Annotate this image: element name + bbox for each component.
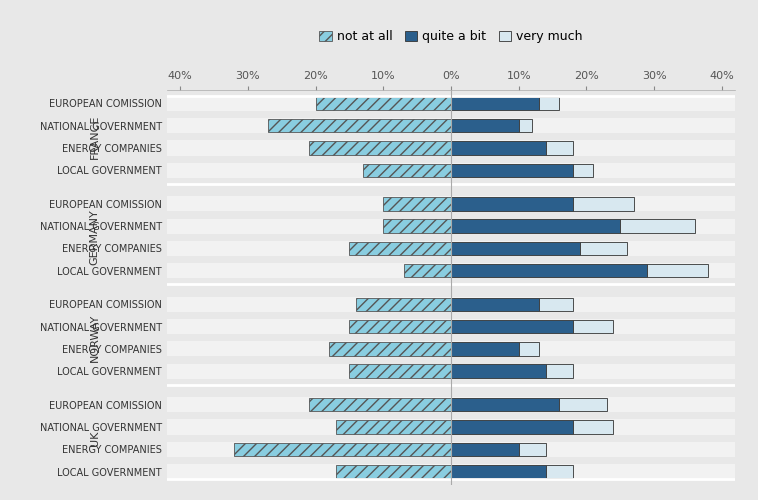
Bar <box>363 164 451 177</box>
Bar <box>546 142 573 154</box>
Bar <box>580 242 627 255</box>
Bar <box>349 364 451 378</box>
Bar <box>647 264 708 278</box>
Bar <box>167 263 735 278</box>
Bar <box>356 298 451 311</box>
Bar <box>451 96 539 110</box>
Bar <box>336 465 451 478</box>
Bar <box>451 197 573 210</box>
Bar <box>167 96 735 111</box>
Bar <box>167 342 735 356</box>
Bar <box>167 397 735 412</box>
Bar <box>451 242 580 255</box>
Bar <box>349 242 451 255</box>
Bar <box>336 420 451 434</box>
Bar <box>167 241 735 256</box>
Bar <box>451 220 620 233</box>
Bar <box>620 220 694 233</box>
Bar <box>451 119 518 132</box>
Bar <box>451 364 546 378</box>
Bar <box>451 164 573 177</box>
Bar <box>384 197 451 210</box>
Bar <box>451 264 647 278</box>
Bar <box>403 264 451 278</box>
Bar <box>309 142 451 154</box>
Bar <box>384 220 451 233</box>
Bar <box>167 442 735 457</box>
Bar <box>167 218 735 234</box>
Bar <box>546 465 573 478</box>
Bar <box>518 342 539 355</box>
Bar <box>329 342 451 355</box>
Bar <box>167 464 735 479</box>
Bar <box>559 398 606 411</box>
Bar <box>573 164 593 177</box>
Bar <box>451 442 518 456</box>
Bar <box>167 319 735 334</box>
Bar <box>573 320 613 333</box>
Text: GERMANY: GERMANY <box>89 210 99 265</box>
Bar <box>518 119 532 132</box>
Bar <box>451 420 573 434</box>
Bar <box>309 398 451 411</box>
Bar <box>167 118 735 134</box>
Bar <box>451 398 559 411</box>
Bar <box>167 420 735 434</box>
Text: UK: UK <box>89 430 99 446</box>
Bar <box>451 342 518 355</box>
Bar <box>573 420 613 434</box>
Bar <box>573 197 634 210</box>
Text: NORWAY: NORWAY <box>89 314 99 362</box>
Bar <box>167 163 735 178</box>
Text: FRANCE: FRANCE <box>89 114 99 159</box>
Bar <box>315 96 451 110</box>
Bar <box>518 442 546 456</box>
Legend: not at all, quite a bit, very much: not at all, quite a bit, very much <box>314 25 588 48</box>
Bar <box>167 296 735 312</box>
Bar <box>451 465 546 478</box>
Bar <box>167 196 735 212</box>
Bar <box>234 442 451 456</box>
Bar <box>167 140 735 156</box>
Bar <box>349 320 451 333</box>
Bar <box>539 298 573 311</box>
Bar <box>451 298 539 311</box>
Bar <box>451 320 573 333</box>
Bar <box>167 364 735 379</box>
Bar <box>546 364 573 378</box>
Bar <box>451 142 546 154</box>
Bar <box>539 96 559 110</box>
Bar <box>268 119 451 132</box>
